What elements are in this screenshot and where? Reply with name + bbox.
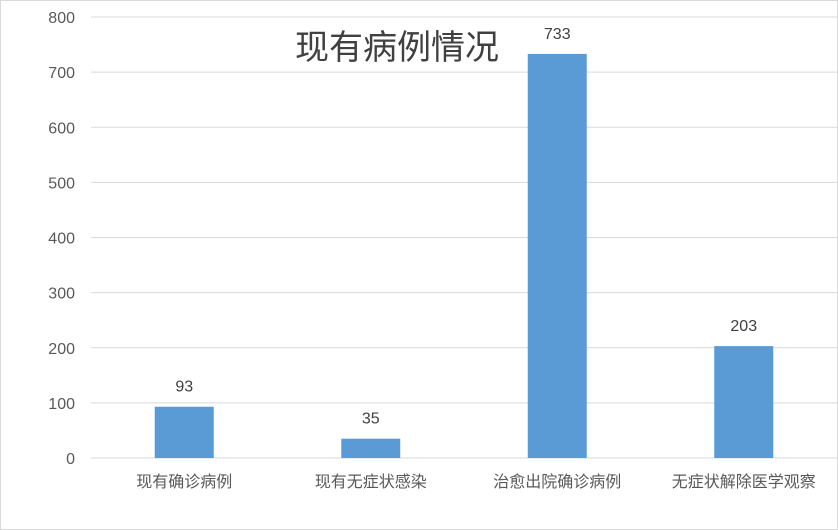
y-tick-label: 400: [48, 231, 75, 248]
bar: [154, 406, 214, 458]
data-label: 203: [730, 318, 757, 335]
x-category-label: 无症状解除医学观察: [672, 472, 816, 491]
y-tick-label: 200: [48, 341, 75, 358]
gridlines: [91, 16, 837, 459]
y-axis-ticks: 0 100 200 300 400 500 600 700 800: [48, 10, 75, 468]
data-label: 93: [175, 379, 193, 396]
y-tick-label: 300: [48, 286, 75, 303]
bar: [714, 346, 774, 458]
chart-title: 现有病例情况: [295, 28, 499, 68]
x-axis-categories: 现有确诊病例 现有无症状感染 治愈出院确诊病例 无症状解除医学观察: [136, 472, 816, 491]
data-label: 35: [362, 411, 380, 428]
data-labels: 93 35 733 203: [175, 26, 757, 428]
y-tick-label: 0: [66, 451, 75, 468]
bar: [527, 53, 587, 459]
y-tick-label: 700: [48, 65, 75, 82]
y-tick-label: 500: [48, 175, 75, 192]
y-tick-label: 600: [48, 120, 75, 137]
x-category-label: 治愈出院确诊病例: [493, 472, 621, 491]
y-tick-label: 100: [48, 396, 75, 413]
bar: [341, 438, 401, 458]
x-category-label: 现有确诊病例: [136, 472, 232, 491]
x-category-label: 现有无症状感染: [315, 472, 427, 491]
bars: [154, 53, 774, 459]
y-tick-label: 800: [48, 10, 75, 27]
data-label: 733: [544, 26, 571, 43]
